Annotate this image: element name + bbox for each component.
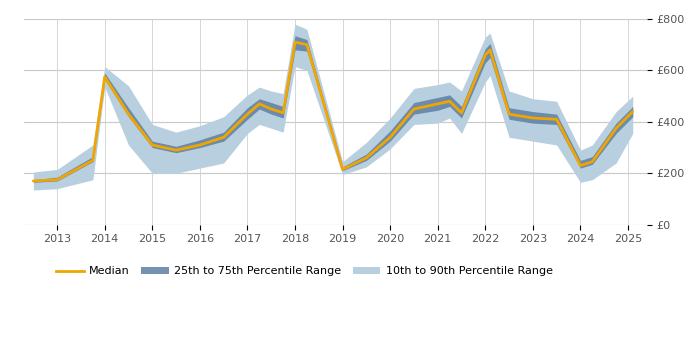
Legend: Median, 25th to 75th Percentile Range, 10th to 90th Percentile Range: Median, 25th to 75th Percentile Range, 1… bbox=[51, 262, 557, 281]
